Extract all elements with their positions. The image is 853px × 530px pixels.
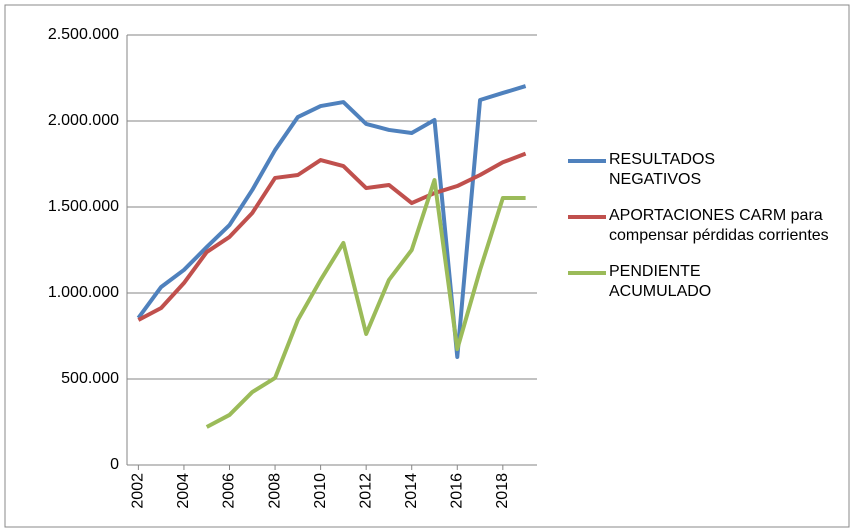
y-tick-label: 0 [110,456,119,473]
x-tick-label: 2004 [175,473,192,509]
legend-label: APORTACIONES CARM para compensar pérdida… [609,207,829,244]
x-tick-label: 2010 [312,473,329,509]
legend-swatch [568,271,606,275]
x-tick-label: 2018 [494,473,511,509]
series-line [136,84,527,359]
legend-item: RESULTADOS NEGATIVOS [568,150,838,190]
series-line [205,177,526,429]
y-tick-label: 500.000 [61,370,119,387]
legend: RESULTADOS NEGATIVOS APORTACIONES CARM pa… [568,150,838,318]
legend-item: APORTACIONES CARM para compensar pérdida… [568,206,838,246]
y-tick-label: 1.500.000 [48,198,119,215]
x-tick-label: 2002 [130,473,147,509]
y-tick-label: 1.000.000 [48,284,119,301]
x-tick-label: 2006 [221,473,238,509]
legend-swatch [568,215,606,219]
legend-swatch [568,159,606,163]
chart-border [4,4,850,528]
x-tick-label: 2014 [403,473,420,509]
legend-label: RESULTADOS NEGATIVOS [609,151,716,188]
legend-item: PENDIENTE ACUMULADO [568,262,838,302]
legend-label: PENDIENTE ACUMULADO [609,263,712,300]
x-tick-label: 2008 [266,473,283,509]
x-tick-label: 2012 [357,473,374,509]
y-tick-label: 2.500.000 [48,26,119,43]
x-tick-label: 2016 [448,473,465,509]
series-line [137,151,527,322]
y-tick-label: 2.000.000 [48,112,119,129]
